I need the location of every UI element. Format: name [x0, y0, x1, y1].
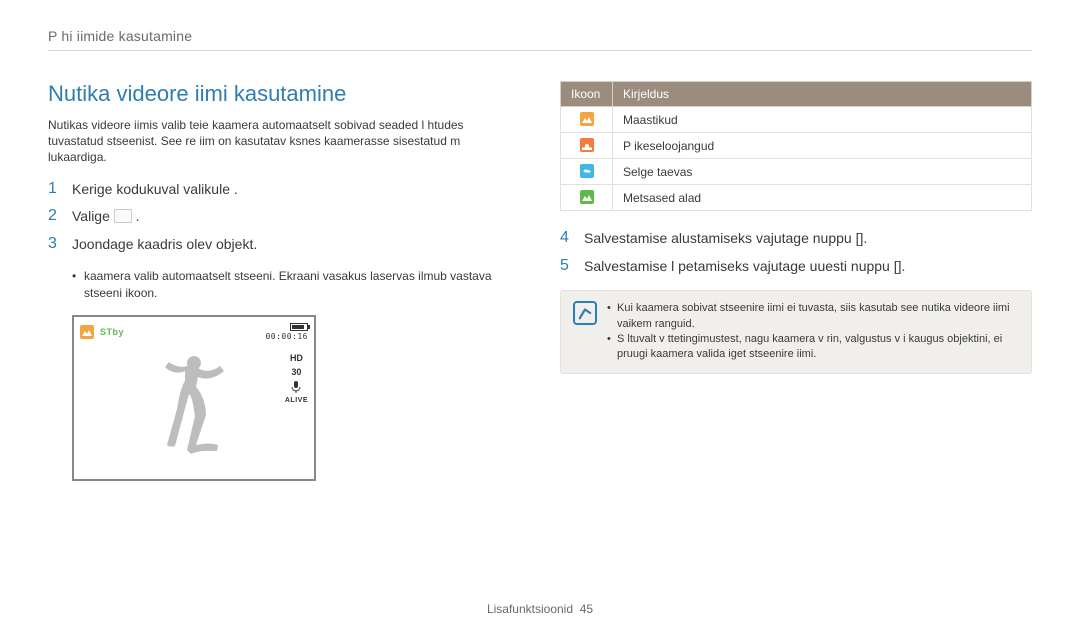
table-row: Metsased alad	[561, 185, 1032, 211]
columns: Nutika videore iimi kasutamine Nutikas v…	[48, 81, 1032, 481]
substep-text: kaamera valib automaatselt stseeni. Ekra…	[72, 268, 520, 300]
table-row: Maastikud	[561, 107, 1032, 133]
forest-icon	[580, 190, 594, 204]
intro-text: Nutikas videore iimis valib teie kaamera…	[48, 117, 520, 166]
step-3: 3 Joondage kaadris olev objekt. kaamera …	[48, 235, 520, 307]
page: P hi iimide kasutamine Nutika videore ii…	[0, 0, 1080, 630]
battery-icon	[290, 323, 308, 331]
th-icon: Ikoon	[561, 82, 613, 107]
mic-icon	[291, 381, 301, 393]
icon-table: Ikoon Kirjeldus Maastikud P ikeseloojang…	[560, 81, 1032, 211]
sunset-icon	[580, 138, 594, 152]
info-icon	[573, 301, 597, 325]
footer-page: 45	[580, 602, 593, 616]
row-label: Maastikud	[613, 107, 1032, 133]
left-column: Nutika videore iimi kasutamine Nutikas v…	[48, 81, 520, 481]
step-5: 5 Salvestamise l petamiseks vajutage uue…	[560, 257, 1032, 277]
step-1: 1 Kerige kodukuval valikule .	[48, 180, 520, 200]
steps-list: 1 Kerige kodukuval valikule . 2 Valige .…	[48, 180, 520, 307]
landscape-icon	[580, 112, 594, 126]
camera-top-left: STby	[80, 325, 124, 339]
scene-landscape-icon	[80, 325, 94, 339]
step-number: 4	[560, 229, 574, 247]
divider	[48, 50, 1032, 51]
step-number: 5	[560, 257, 574, 275]
row-label: Metsased alad	[613, 185, 1032, 211]
timecode: 00:00:16	[265, 332, 308, 341]
hd-label: HD	[290, 353, 303, 363]
step-text: Joondage kaadris olev objekt.	[72, 235, 257, 255]
info-line: S ltuvalt v ttetingimustest, nagu kaamer…	[607, 332, 1019, 363]
footer: Lisafunktsioonid 45	[0, 602, 1080, 616]
step-text: Salvestamise l petamiseks vajutage uuest…	[584, 257, 905, 277]
camera-preview: STby 00:00:16 HD 30 ALIVE	[72, 315, 316, 481]
th-desc: Kirjeldus	[613, 82, 1032, 107]
step-text: Kerige kodukuval valikule .	[72, 180, 238, 200]
step-number: 3	[48, 235, 62, 253]
sky-icon	[580, 164, 594, 178]
alive-label: ALIVE	[285, 397, 308, 404]
mode-icon-placeholder	[114, 209, 132, 223]
step-prefix: Valige	[72, 208, 114, 224]
step-4: 4 Salvestamise alustamiseks vajutage nup…	[560, 229, 1032, 249]
info-line: Kui kaamera sobivat stseenire iimi ei tu…	[607, 301, 1019, 332]
steps-list-right: 4 Salvestamise alustamiseks vajutage nup…	[560, 229, 1032, 276]
step-number: 1	[48, 180, 62, 198]
camera-top-bar: STby 00:00:16	[80, 323, 308, 341]
step-suffix: .	[136, 208, 140, 224]
page-title: Nutika videore iimi kasutamine	[48, 81, 520, 107]
framerate-label: 30	[291, 367, 301, 377]
info-list: Kui kaamera sobivat stseenire iimi ei tu…	[607, 301, 1019, 363]
subject-silhouette	[154, 350, 234, 465]
breadcrumb: P hi iimide kasutamine	[48, 28, 1032, 44]
table-row: P ikeseloojangud	[561, 133, 1032, 159]
step-number: 2	[48, 207, 62, 225]
substep-list: kaamera valib automaatselt stseeni. Ekra…	[72, 268, 520, 300]
table-row: Selge taevas	[561, 159, 1032, 185]
step-text: Salvestamise alustamiseks vajutage nuppu…	[584, 229, 867, 249]
row-label: P ikeseloojangud	[613, 133, 1032, 159]
standby-label: STby	[100, 327, 124, 337]
step-2: 2 Valige .	[48, 207, 520, 227]
row-label: Selge taevas	[613, 159, 1032, 185]
step-text: Valige .	[72, 207, 140, 227]
footer-label: Lisafunktsioonid	[487, 602, 573, 616]
right-column: Ikoon Kirjeldus Maastikud P ikeseloojang…	[560, 81, 1032, 481]
camera-right-stack: HD 30 ALIVE	[285, 353, 308, 404]
info-box: Kui kaamera sobivat stseenire iimi ei tu…	[560, 290, 1032, 374]
camera-top-right: 00:00:16	[265, 323, 308, 341]
